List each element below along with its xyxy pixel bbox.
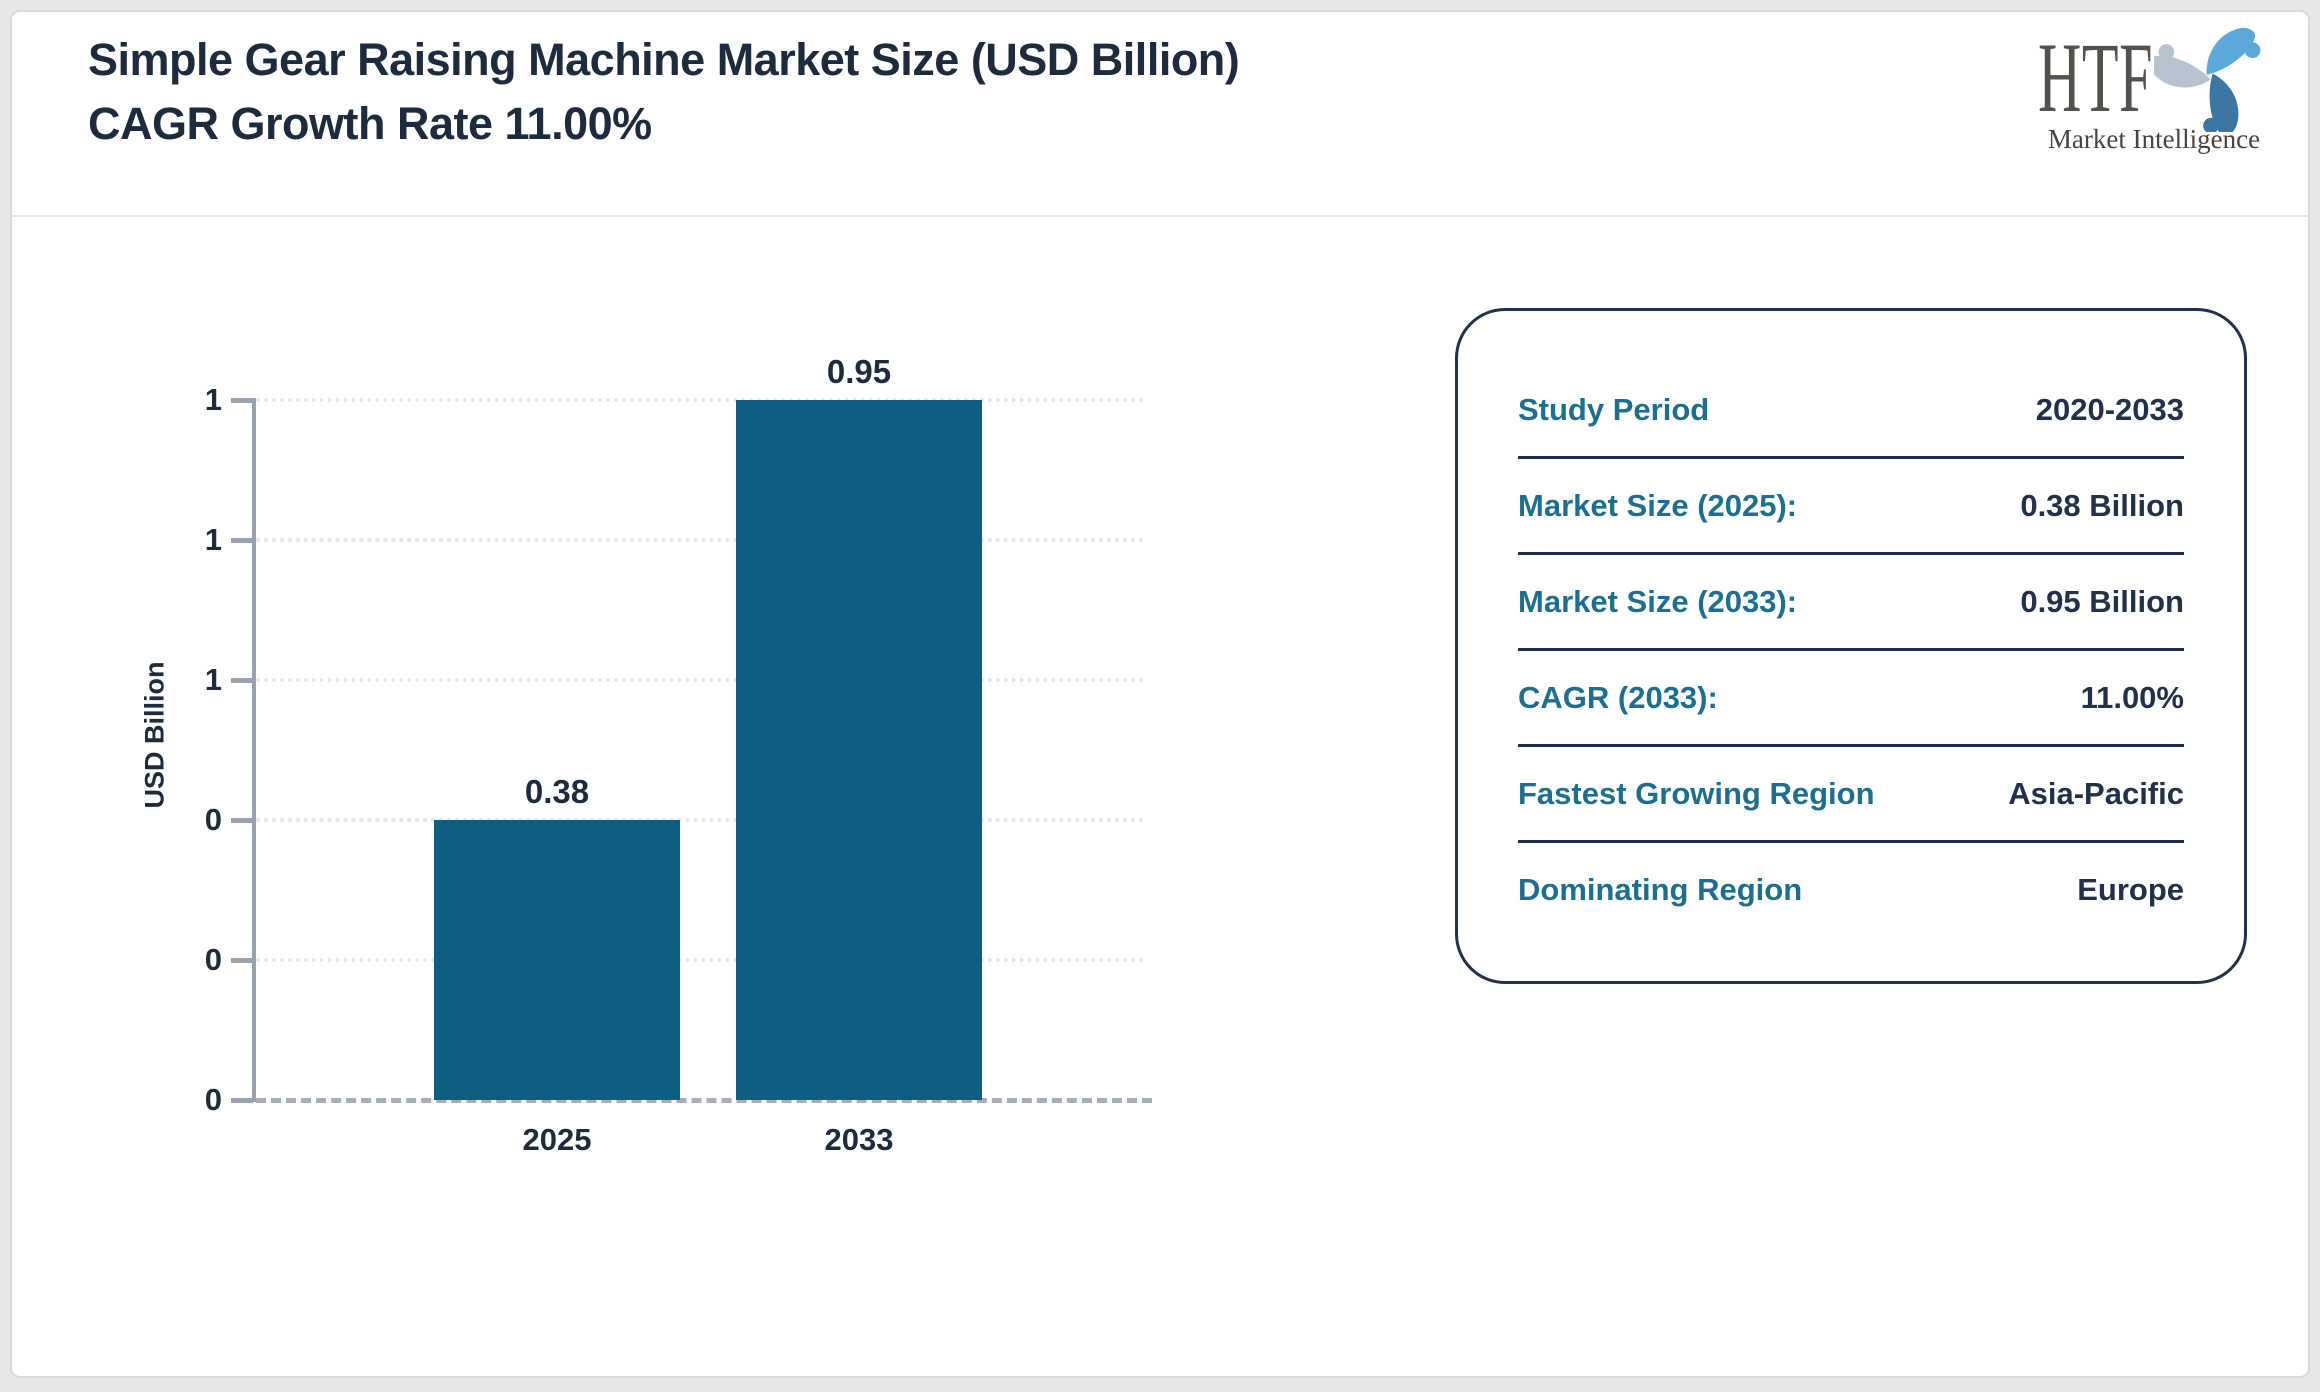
gridline [256,958,1144,962]
card-row-fastest-growing-region: Fastest Growing Region Asia-Pacific [1518,747,2184,843]
card-value: Europe [2077,871,2184,907]
card-value: 11.00% [2080,679,2184,715]
y-tick-mark [231,958,253,963]
y-tick-mark [231,398,253,403]
card-label: Study Period [1518,391,1710,427]
y-tick-label: 1 [204,662,222,697]
card-label: Fastest Growing Region [1518,775,1875,811]
bar-value-2033: 0.95 [826,353,892,390]
card-row-study-period: Study Period 2020-2033 [1518,363,2184,459]
x-tick-label-2033: 2033 [824,1122,894,1157]
y-tick-mark [231,538,253,543]
card-label: Market Size (2033): [1518,583,1798,619]
x-tick-label-2025: 2025 [522,1122,592,1157]
card-row-dominating-region: Dominating Region Europe [1518,843,2184,936]
gridline [256,818,1144,822]
logo-tagline: Market Intelligence [2047,124,2261,154]
card-value: 0.95 Billion [2020,583,2184,619]
gridline [256,398,1144,402]
card-row-market-size-2025: Market Size (2025): 0.38 Billion [1518,459,2184,555]
summary-card: Study Period 2020-2033 Market Size (2025… [1455,308,2247,984]
bar-value-2025: 0.38 [524,773,590,810]
card-row-cagr: CAGR (2033): 11.00% [1518,651,2184,747]
page-title: Simple Gear Raising Machine Market Size … [88,34,1240,149]
bar-2033 [736,400,982,1100]
gridline [256,678,1144,682]
brand-logo: HTF Market Intelligence [2038,22,2274,154]
bar-2025 [434,820,680,1100]
y-tick-mark [231,1098,253,1103]
gridline [256,538,1144,542]
y-tick-label: 0 [204,1082,222,1117]
logo-wordmark: HTF [2038,22,2154,133]
header-divider [12,215,2308,217]
card-row-market-size-2033: Market Size (2033): 0.95 Billion [1518,555,2184,651]
y-tick-mark [231,818,253,823]
y-tick-label: 0 [204,802,222,837]
y-tick-label: 0 [204,942,222,977]
card-value: 0.38 Billion [2020,487,2184,523]
card-label: Market Size (2025): [1518,487,1798,523]
logo-swirl-icon [2154,27,2261,132]
y-tick-label: 1 [204,382,222,417]
y-axis-line [252,398,256,1102]
card-label: Dominating Region [1518,871,1803,907]
card-label: CAGR (2033): [1518,679,1718,715]
card-value: Asia-Pacific [2008,775,2184,811]
card-value: 2020-2033 [2035,391,2184,427]
y-tick-label: 1 [204,522,222,557]
y-tick-mark [231,678,253,683]
x-axis-baseline [256,1098,1152,1103]
